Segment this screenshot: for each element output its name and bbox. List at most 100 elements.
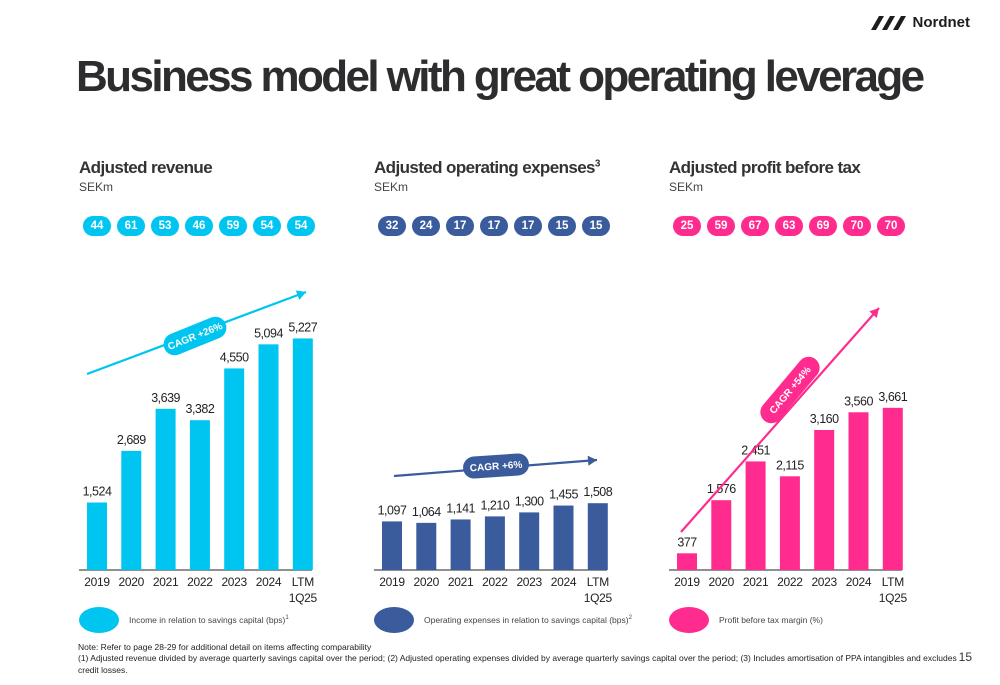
data-label: 3,639 [151, 391, 180, 405]
x-tick-label: 2021 [743, 575, 769, 589]
cagr-label: CAGR +6% [469, 460, 522, 475]
badge-row-revenue: 44 61 53 46 59 54 54 [83, 216, 315, 236]
x-tick-label: 2023 [221, 575, 247, 589]
bar [779, 476, 800, 570]
ratio-badge: 67 [741, 216, 769, 236]
ratio-badge: 17 [480, 216, 508, 236]
data-label: 1,455 [549, 488, 578, 502]
x-tick-label: 2021 [153, 575, 179, 589]
legend-swatch [669, 607, 709, 633]
bar [121, 450, 142, 570]
panel-unit: SEKm [374, 180, 409, 194]
data-label: 5,094 [254, 326, 283, 340]
data-label: 2,115 [776, 458, 804, 472]
bar [519, 512, 540, 570]
data-label: 377 [677, 535, 697, 549]
ratio-badge: 54 [287, 216, 315, 236]
x-tick-label: 2020 [709, 575, 735, 589]
ratio-badge: 53 [151, 216, 179, 236]
ratio-badge: 54 [253, 216, 281, 236]
bar [677, 553, 697, 570]
data-label: 3,160 [810, 412, 839, 426]
panel-title: Adjusted operating expenses3 [374, 158, 600, 177]
ratio-badge: 25 [673, 216, 701, 236]
cagr-arrow-head [587, 455, 597, 466]
bar [416, 522, 437, 570]
bar [258, 344, 279, 570]
opex-bar-chart: 1,097 2019 1,064 2020 1,141 2021 1,210 2022 1,30… [374, 453, 613, 605]
profit-bar-chart: 377 2019 1,576 2020 2,451 2021 2,115 2022 3,160 2… [669, 307, 908, 605]
data-label: 5,227 [288, 320, 317, 334]
x-tick-label: 1Q25 [584, 591, 613, 605]
bar [382, 521, 402, 570]
data-label: 3,560 [844, 394, 873, 408]
legend-profit: Profit before tax margin (%) [669, 607, 823, 633]
x-tick-label: 2023 [516, 575, 542, 589]
footnote-note: Note: Refer to page 28-29 for additional… [78, 642, 372, 652]
ratio-badge: 24 [412, 216, 440, 236]
data-label: 1,524 [83, 484, 112, 498]
data-label: 1,097 [378, 503, 407, 517]
ratio-badge: 15 [548, 216, 576, 236]
x-tick-label: 2020 [414, 575, 440, 589]
panel-header-profit: Adjusted profit before tax SEKm [669, 158, 949, 194]
data-label: 2,689 [117, 433, 146, 447]
x-tick-label: LTM [882, 575, 905, 589]
x-tick-label: 2024 [256, 575, 282, 589]
x-tick-label: 2023 [811, 575, 837, 589]
x-tick-label: LTM [587, 575, 610, 589]
ratio-badge: 70 [843, 216, 871, 236]
ratio-badge: 44 [83, 216, 111, 236]
panel-unit: SEKm [669, 180, 704, 194]
bar [587, 503, 608, 570]
legend-label: Profit before tax margin (%) [719, 615, 823, 625]
legend-label: Operating expenses in relation to saving… [424, 615, 632, 625]
ratio-badge: 15 [582, 216, 610, 236]
legend-swatch [79, 607, 119, 633]
bar [155, 408, 176, 570]
data-label: 3,661 [878, 390, 907, 404]
data-label: 2,451 [741, 443, 770, 457]
data-label: 4,550 [220, 350, 249, 364]
x-tick-label: 2024 [846, 575, 872, 589]
bar [814, 430, 835, 570]
ratio-badge: 17 [514, 216, 542, 236]
bar [450, 519, 471, 570]
x-tick-label: 2022 [482, 575, 508, 589]
x-tick-label: 1Q25 [289, 591, 318, 605]
legend-label: Income in relation to savings capital (b… [129, 615, 289, 625]
x-tick-label: 2020 [119, 575, 145, 589]
legend-revenue: Income in relation to savings capital (b… [79, 607, 289, 633]
bar [87, 502, 107, 570]
panel-header-opex: Adjusted operating expenses3 SEKm [374, 158, 654, 194]
x-tick-label: 2019 [379, 575, 405, 589]
footnote-detail: (1) Adjusted revenue divided by average … [78, 653, 957, 675]
bar [189, 420, 210, 570]
data-label: 1,508 [583, 485, 612, 499]
cagr-arrow-head [869, 308, 879, 319]
cagr-badge: CAGR +6% [463, 453, 529, 479]
x-tick-label: 2024 [551, 575, 577, 589]
ratio-badge: 63 [775, 216, 803, 236]
panel-header-revenue: Adjusted revenue SEKm [79, 158, 359, 194]
nordnet-mark-icon [870, 15, 906, 30]
bar [848, 412, 869, 570]
cagr-pill [163, 316, 227, 356]
x-tick-label: 2021 [448, 575, 474, 589]
bar [882, 407, 903, 570]
data-label: 1,064 [412, 505, 441, 519]
cagr-pill [463, 453, 529, 479]
data-label: 1,300 [515, 494, 544, 508]
cagr-arrow-head [295, 290, 306, 300]
ratio-badge: 70 [877, 216, 905, 236]
bar [292, 338, 313, 570]
bar [711, 500, 732, 570]
x-tick-label: LTM [292, 575, 315, 589]
ratio-badge: 69 [809, 216, 837, 236]
cagr-arrow-line [680, 307, 880, 533]
x-tick-label: 1Q25 [879, 591, 908, 605]
ratio-badge: 59 [707, 216, 735, 236]
ratio-badge: 59 [219, 216, 247, 236]
ratio-badge: 46 [185, 216, 213, 236]
x-tick-label: 2022 [187, 575, 213, 589]
